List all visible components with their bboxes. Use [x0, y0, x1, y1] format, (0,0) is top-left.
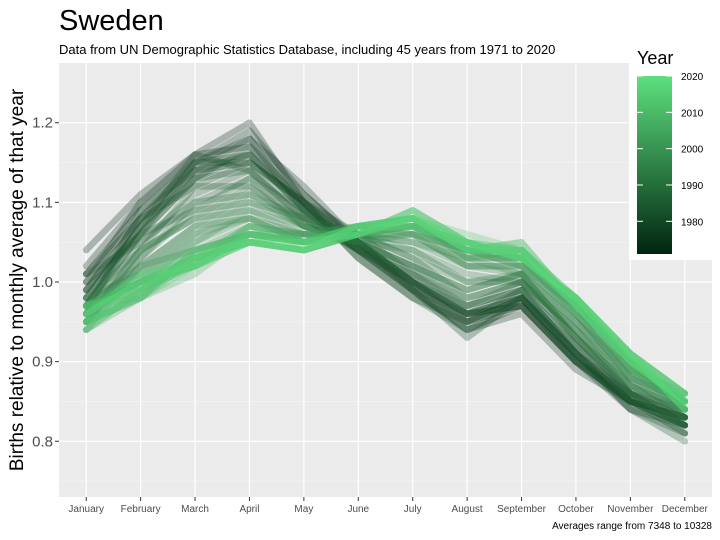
series-line-2005: [82, 215, 689, 397]
x-tick-label: February: [121, 504, 161, 515]
color-legend: Year 1980 1990 2000 2010 2020: [629, 44, 712, 260]
series-line-2009: [82, 222, 689, 405]
series-line-1978: [82, 159, 689, 429]
series-line-2002: [82, 222, 689, 405]
x-tick-label: March: [181, 504, 209, 515]
series-line-1977: [82, 143, 689, 429]
series-line-2006: [82, 222, 689, 405]
series-line-2019: [82, 215, 689, 405]
x-tick-label: October: [558, 504, 594, 515]
series-line-1976: [82, 151, 689, 413]
series-line-1980: [82, 159, 689, 421]
x-tick-label: December: [662, 504, 709, 515]
series-line-1972: [82, 127, 689, 429]
chart-title: Sweden: [59, 5, 164, 37]
series-line-2011: [82, 215, 689, 405]
series-line-1983: [82, 159, 689, 429]
legend-tick-label: 2000: [681, 145, 704, 156]
legend-ticks: 1980 1990 2000 2010 2020: [637, 72, 704, 228]
series-line-1994: [82, 199, 689, 413]
series-line-1993: [82, 207, 689, 421]
x-tick-label: April: [239, 504, 259, 515]
series-line-1979: [82, 151, 689, 437]
series-line-1997: [82, 215, 689, 405]
chart-subtitle: Data from UN Demographic Statistics Data…: [59, 42, 555, 57]
series-line-2000: [82, 222, 689, 405]
y-tick-label: 0.9: [32, 354, 53, 371]
series-line-1991: [82, 199, 689, 421]
y-axis-ticks: 0.8 0.9 1.0 1.1 1.2: [32, 115, 59, 450]
chart-caption: Averages range from 7348 to 10328: [552, 521, 712, 532]
series-line-2018: [82, 222, 689, 397]
y-tick-label: 1.1: [32, 194, 53, 211]
series-line-1975: [82, 135, 689, 421]
x-tick-label: June: [347, 504, 369, 515]
series-line-2015: [82, 215, 689, 405]
x-tick-label: November: [607, 504, 654, 515]
y-axis-label: Births relative to monthly average of th…: [7, 88, 28, 471]
series-line-2016: [82, 207, 689, 413]
series-line-2008: [82, 207, 689, 397]
series-line-1998: [82, 222, 689, 405]
y-tick-label: 1.0: [32, 274, 53, 291]
x-tick-label: September: [497, 504, 547, 515]
series-line-1973: [82, 135, 689, 421]
series-line-1985: [82, 167, 689, 429]
series-line-1990: [82, 183, 689, 413]
series-line-1981: [82, 151, 689, 429]
series-line-1995: [82, 215, 689, 405]
y-tick-label: 0.8: [32, 433, 53, 450]
series-line-1971: [82, 119, 689, 421]
series-line-1984: [82, 167, 689, 445]
x-tick-label: August: [452, 504, 483, 515]
series-line-2017: [82, 215, 689, 405]
series-line-2004: [82, 222, 689, 405]
series-line-2007: [82, 215, 689, 413]
series-line-2010: [82, 215, 689, 397]
series-line-1988: [82, 175, 689, 421]
x-axis-ticks: January February March April May June July Augu…: [68, 497, 709, 515]
legend-tick-label: 1980: [681, 217, 704, 228]
series-line-1987: [82, 183, 689, 429]
series-line-1992: [82, 191, 689, 413]
series-line-1999: [82, 215, 689, 413]
legend-tick-label: 2020: [681, 72, 704, 83]
series-line-1996: [82, 207, 689, 413]
series-line-2014: [82, 222, 689, 397]
series-line-1982: [82, 151, 689, 437]
x-tick-label: July: [404, 504, 422, 515]
legend-tick-label: 2010: [681, 108, 704, 119]
series-line-1989: [82, 191, 689, 429]
gridlines: [59, 63, 712, 497]
series-line-2013: [82, 215, 689, 405]
x-tick-label: May: [294, 504, 313, 515]
series-line-2012: [82, 207, 689, 413]
x-tick-label: January: [68, 504, 104, 515]
series-line-2020: [82, 215, 689, 413]
series-lines: [82, 119, 689, 445]
y-tick-label: 1.2: [32, 115, 53, 132]
plot-panel: [59, 63, 712, 497]
legend-title: Year: [637, 48, 673, 68]
series-line-2003: [82, 215, 689, 413]
series-line-1986: [82, 175, 689, 437]
series-line-1974: [82, 143, 689, 421]
series-line-2001: [82, 222, 689, 397]
legend-colorbar: [637, 76, 672, 254]
legend-tick-label: 1990: [681, 181, 704, 192]
